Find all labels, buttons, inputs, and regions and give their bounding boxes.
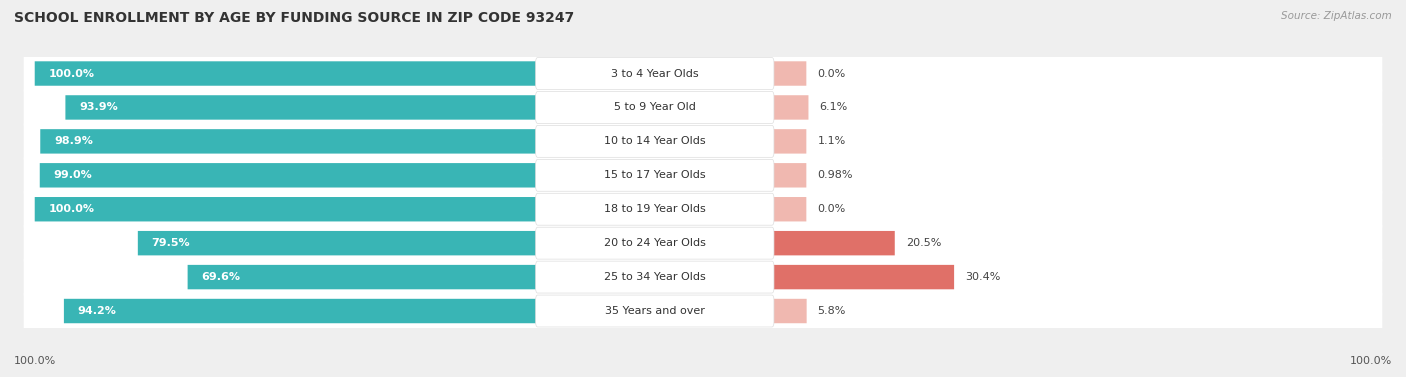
Text: 30.4%: 30.4% bbox=[965, 272, 1001, 282]
FancyBboxPatch shape bbox=[39, 163, 537, 187]
Text: Source: ZipAtlas.com: Source: ZipAtlas.com bbox=[1281, 11, 1392, 21]
FancyBboxPatch shape bbox=[772, 163, 807, 187]
FancyBboxPatch shape bbox=[772, 265, 955, 289]
Text: 10 to 14 Year Olds: 10 to 14 Year Olds bbox=[605, 136, 706, 146]
FancyBboxPatch shape bbox=[24, 116, 1382, 167]
FancyBboxPatch shape bbox=[138, 231, 537, 255]
FancyBboxPatch shape bbox=[536, 261, 773, 293]
Text: 3 to 4 Year Olds: 3 to 4 Year Olds bbox=[612, 69, 699, 78]
Text: 99.0%: 99.0% bbox=[53, 170, 93, 180]
Text: 98.9%: 98.9% bbox=[53, 136, 93, 146]
FancyBboxPatch shape bbox=[24, 252, 1382, 302]
FancyBboxPatch shape bbox=[187, 265, 537, 289]
FancyBboxPatch shape bbox=[63, 299, 537, 323]
FancyBboxPatch shape bbox=[772, 197, 807, 221]
Text: 6.1%: 6.1% bbox=[820, 103, 848, 112]
FancyBboxPatch shape bbox=[24, 150, 1382, 201]
FancyBboxPatch shape bbox=[772, 299, 807, 323]
Text: SCHOOL ENROLLMENT BY AGE BY FUNDING SOURCE IN ZIP CODE 93247: SCHOOL ENROLLMENT BY AGE BY FUNDING SOUR… bbox=[14, 11, 574, 25]
Text: 5.8%: 5.8% bbox=[818, 306, 846, 316]
FancyBboxPatch shape bbox=[772, 61, 807, 86]
Text: 79.5%: 79.5% bbox=[152, 238, 190, 248]
FancyBboxPatch shape bbox=[536, 92, 773, 123]
Text: 100.0%: 100.0% bbox=[14, 356, 56, 366]
FancyBboxPatch shape bbox=[35, 61, 537, 86]
FancyBboxPatch shape bbox=[24, 48, 1382, 99]
Text: 0.98%: 0.98% bbox=[817, 170, 853, 180]
FancyBboxPatch shape bbox=[772, 231, 894, 255]
Text: 15 to 17 Year Olds: 15 to 17 Year Olds bbox=[605, 170, 706, 180]
FancyBboxPatch shape bbox=[536, 58, 773, 89]
Text: 25 to 34 Year Olds: 25 to 34 Year Olds bbox=[605, 272, 706, 282]
FancyBboxPatch shape bbox=[536, 126, 773, 157]
Text: 20 to 24 Year Olds: 20 to 24 Year Olds bbox=[603, 238, 706, 248]
Text: 93.9%: 93.9% bbox=[79, 103, 118, 112]
FancyBboxPatch shape bbox=[536, 295, 773, 327]
Text: 20.5%: 20.5% bbox=[905, 238, 941, 248]
FancyBboxPatch shape bbox=[772, 95, 808, 120]
FancyBboxPatch shape bbox=[536, 227, 773, 259]
FancyBboxPatch shape bbox=[536, 159, 773, 191]
Text: 100.0%: 100.0% bbox=[48, 204, 94, 214]
FancyBboxPatch shape bbox=[536, 193, 773, 225]
Text: 5 to 9 Year Old: 5 to 9 Year Old bbox=[614, 103, 696, 112]
Text: 94.2%: 94.2% bbox=[77, 306, 117, 316]
Text: 18 to 19 Year Olds: 18 to 19 Year Olds bbox=[605, 204, 706, 214]
Text: 100.0%: 100.0% bbox=[48, 69, 94, 78]
Text: 100.0%: 100.0% bbox=[1350, 356, 1392, 366]
Text: 0.0%: 0.0% bbox=[817, 69, 845, 78]
FancyBboxPatch shape bbox=[41, 129, 537, 153]
Text: 0.0%: 0.0% bbox=[817, 204, 845, 214]
FancyBboxPatch shape bbox=[24, 184, 1382, 234]
FancyBboxPatch shape bbox=[66, 95, 537, 120]
FancyBboxPatch shape bbox=[24, 286, 1382, 336]
FancyBboxPatch shape bbox=[24, 82, 1382, 133]
Text: 69.6%: 69.6% bbox=[201, 272, 240, 282]
FancyBboxPatch shape bbox=[35, 197, 537, 221]
FancyBboxPatch shape bbox=[24, 218, 1382, 268]
Text: 1.1%: 1.1% bbox=[817, 136, 845, 146]
FancyBboxPatch shape bbox=[772, 129, 807, 153]
Text: 35 Years and over: 35 Years and over bbox=[605, 306, 704, 316]
